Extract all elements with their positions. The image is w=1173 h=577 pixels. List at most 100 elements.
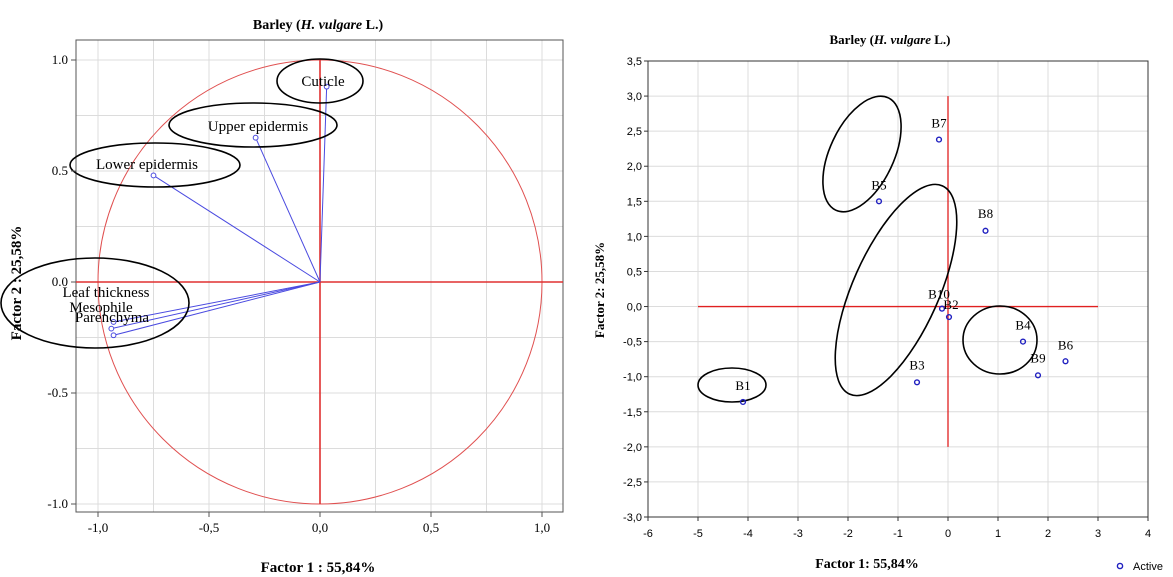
right-point-labels: B1 B2 B3 B4 B5 B6 B7 B8 B9 B10	[735, 116, 1073, 393]
point-label: B6	[1058, 337, 1074, 352]
vector-lower-epidermis	[153, 175, 321, 283]
left-y-tick-label: -1.0	[47, 496, 68, 511]
legend-marker-icon	[1116, 562, 1124, 570]
right-x-tick-label: -3	[793, 528, 803, 540]
vector-leaf-thickness	[113, 281, 321, 323]
left-x-tick-label: -0,5	[199, 520, 220, 535]
individuals-scatter-chart: Barley (H. vulgare L.) B1B2B3B4B5B6B7B8B…	[592, 32, 1163, 573]
grouping-ellipse	[168, 102, 338, 148]
left-x-tick-labels: -1,0 -0,5 0,0 0,5 1,0	[88, 512, 550, 535]
right-y-tick-label: 3,0	[627, 91, 642, 103]
right-y-tick-label: 3,5	[627, 56, 642, 68]
vector-cuticle	[319, 86, 328, 283]
right-x-tick-label: 1	[995, 528, 1001, 540]
point-label: B1	[735, 378, 750, 393]
point-label: B5	[871, 177, 886, 192]
point-b5	[875, 198, 883, 205]
right-x-tick-label: -2	[843, 528, 853, 540]
right-y-tick-label: -1,0	[623, 372, 642, 384]
variable-label: Leaf thickness	[62, 285, 149, 301]
correlation-circle-chart: Barley (H. vulgare L.) Cuticle Upper epid…	[0, 18, 564, 576]
cluster-ellipse	[962, 305, 1038, 375]
cluster-ellipse	[822, 95, 902, 213]
left-y-tick-labels: -1.0 -0.5 0.0 0.5 1.0	[47, 52, 76, 511]
vector-endpoint-marker	[110, 319, 117, 325]
right-y-tick-labels: -3,0 -2,5 -2,0 -1,5 -1,0 -0,5 0,0 0,5 1,0 1,5 2,0 2…	[623, 56, 648, 524]
vector-endpoint-marker	[252, 134, 259, 141]
vector-endpoint-marker	[108, 325, 115, 332]
right-y-tick-label: -3,0	[623, 512, 642, 524]
right-y-tick-label: 0,5	[627, 266, 642, 278]
left-y-tick-label: 1.0	[52, 52, 68, 67]
left-x-tick-label: 1,0	[534, 520, 550, 535]
cluster-ellipse	[834, 183, 958, 397]
right-y-tick-label: 2,0	[627, 161, 642, 173]
vector-endpoint-marker	[323, 83, 330, 90]
point-label: B2	[943, 297, 958, 312]
right-x-tick-label: -6	[643, 528, 653, 540]
left-y-axis-label: Factor 2 : 25,58%	[9, 226, 25, 341]
left-variable-vectors	[108, 83, 330, 339]
point-b6	[1062, 358, 1069, 365]
legend: Active	[1116, 561, 1163, 573]
point-b10	[938, 305, 946, 312]
left-y-tick-label: 0.5	[52, 163, 68, 178]
left-x-tick-label: 0,0	[312, 520, 328, 535]
right-y-tick-label: -2,5	[623, 477, 642, 489]
vector-mesophile	[111, 281, 321, 330]
right-y-tick-label: -1,5	[623, 407, 642, 419]
left-y-tick-label: -0.5	[47, 385, 68, 400]
point-label: B7	[931, 116, 947, 131]
right-x-tick-label: 0	[945, 528, 951, 540]
left-group-ellipses	[0, 58, 364, 349]
grouping-ellipse	[69, 142, 241, 188]
point-label: B3	[909, 357, 924, 372]
point-label: B10	[928, 287, 950, 302]
point-label: B4	[1015, 318, 1031, 333]
point-b4	[1019, 338, 1027, 345]
right-x-tick-label: -1	[893, 528, 903, 540]
left-chart-title: Barley (H. vulgare L.)	[253, 18, 384, 33]
left-y-tick-label: 0.0	[52, 274, 68, 289]
point-label: B9	[1030, 350, 1045, 365]
right-x-tick-label: 4	[1145, 528, 1151, 540]
variable-label: Cuticle	[301, 74, 345, 90]
point-b1	[739, 398, 747, 406]
legend-label: Active	[1133, 561, 1163, 573]
right-x-tick-label: 2	[1045, 528, 1051, 540]
point-b9	[1034, 372, 1042, 379]
right-x-axis-label: Factor 1: 55,84%	[815, 557, 919, 572]
grouping-ellipse	[276, 58, 364, 104]
point-b2	[945, 313, 953, 321]
right-y-tick-label: -0,5	[623, 337, 642, 349]
variable-label: Mesophile	[69, 300, 133, 316]
right-gridlines	[648, 61, 1148, 517]
right-y-tick-label: 0,0	[627, 302, 642, 314]
variable-label: Lower epidermis	[96, 157, 198, 173]
left-x-tick-label: 0,5	[423, 520, 439, 535]
right-x-tick-label: 3	[1095, 528, 1101, 540]
cluster-ellipse	[697, 367, 767, 403]
right-chart-title: Barley (H. vulgare L.)	[830, 32, 951, 47]
vector-upper-epidermis	[255, 137, 321, 283]
right-y-tick-label: 2,5	[627, 126, 642, 138]
right-y-axis-label: Factor 2: 25,58%	[592, 242, 607, 338]
point-b8	[982, 227, 989, 234]
right-x-tick-label: -4	[743, 528, 753, 540]
vector-endpoint-marker	[110, 332, 117, 339]
left-x-tick-label: -1,0	[88, 520, 109, 535]
right-y-tick-label: 1,0	[627, 231, 642, 243]
grouping-ellipse	[0, 257, 190, 349]
variable-label: Parenchyma	[75, 310, 149, 326]
left-x-axis-label: Factor 1 : 55,84%	[261, 560, 376, 576]
right-group-ellipses	[697, 95, 1038, 403]
left-variable-labels: Cuticle Upper epidermis Lower epidermis Lea…	[62, 74, 345, 326]
right-y-tick-label: -2,0	[623, 442, 642, 454]
point-b3	[913, 379, 921, 386]
right-x-tick-labels: -6 -5 -4 -3 -2 -1 0 1 2 3 4	[643, 517, 1151, 540]
point-b7	[935, 136, 943, 143]
vector-parenchyma	[113, 281, 321, 336]
variable-label: Upper epidermis	[208, 119, 309, 135]
vector-endpoint-marker	[150, 172, 157, 179]
